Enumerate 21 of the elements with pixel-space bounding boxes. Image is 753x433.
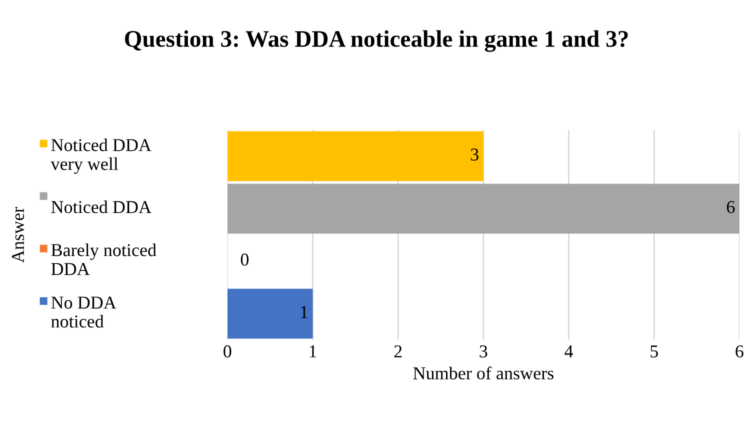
data-label: 3	[470, 148, 478, 161]
bar	[227, 131, 484, 182]
data-label: 6	[726, 201, 735, 214]
x-tick-label: 4	[564, 345, 573, 358]
bar	[227, 288, 313, 339]
y-axis-title: Answer	[12, 206, 24, 263]
x-tick-label: 2	[394, 345, 402, 358]
data-label: 1	[301, 306, 308, 318]
y-tick-label: Noticed DDA very well	[50, 138, 152, 174]
bar	[227, 184, 740, 234]
y-tick-label: Barely noticed DDA	[51, 244, 156, 275]
x-tick-label: 3	[480, 345, 488, 358]
chart-title: Question 3: Was DDA noticeable in game 1 and 3?	[125, 30, 628, 52]
x-tick-label: 0	[224, 345, 232, 358]
x-tick-label: 6	[736, 345, 744, 358]
y-tick-label: Noticed DDA	[51, 200, 152, 214]
y-tick-label: No DDA noticed	[51, 296, 116, 328]
data-label: 0	[240, 253, 249, 266]
x-tick-label: 5	[650, 345, 658, 358]
x-axis-title: Number of answers	[413, 366, 554, 380]
x-tick-label: 1	[310, 345, 316, 358]
